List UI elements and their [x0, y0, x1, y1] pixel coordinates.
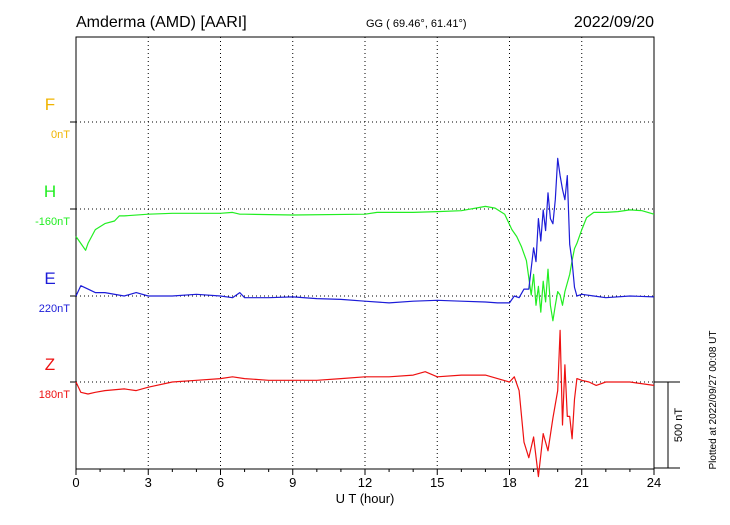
station-coordinates: GG ( 69.46°, 61.41°)	[366, 18, 467, 30]
plotted-timestamp: Plotted at 2022/09/27 00:08 UT	[708, 331, 719, 470]
x-tick-label: 3	[145, 475, 152, 490]
component-label-z: Z	[45, 355, 55, 374]
x-tick-label: 9	[289, 475, 296, 490]
x-tick-label: 6	[217, 475, 224, 490]
scale-bar-label: 500 nT	[673, 408, 685, 443]
x-tick-label: 12	[358, 475, 372, 490]
x-tick-label: 15	[430, 475, 444, 490]
component-baseline-h: -160nT	[35, 216, 70, 228]
station-title: Amderma (AMD) [AARI]	[76, 14, 247, 31]
trace-z	[75, 329, 655, 478]
x-tick-label: 18	[502, 475, 516, 490]
x-tick-label: 0	[72, 475, 79, 490]
component-label-f: F	[45, 95, 55, 114]
component-baseline-f: 0nT	[51, 129, 70, 141]
trace-h	[75, 205, 655, 322]
component-baseline-e: 220nT	[39, 303, 70, 315]
component-label-h: H	[44, 182, 56, 201]
component-baseline-z: 180nT	[39, 389, 70, 401]
trace-e	[75, 157, 655, 304]
x-tick-label: 21	[575, 475, 589, 490]
plot-date: 2022/09/20	[574, 14, 654, 31]
x-tick-label: 24	[647, 475, 661, 490]
component-label-e: E	[44, 269, 55, 288]
x-axis-label: U T (hour)	[336, 491, 395, 506]
